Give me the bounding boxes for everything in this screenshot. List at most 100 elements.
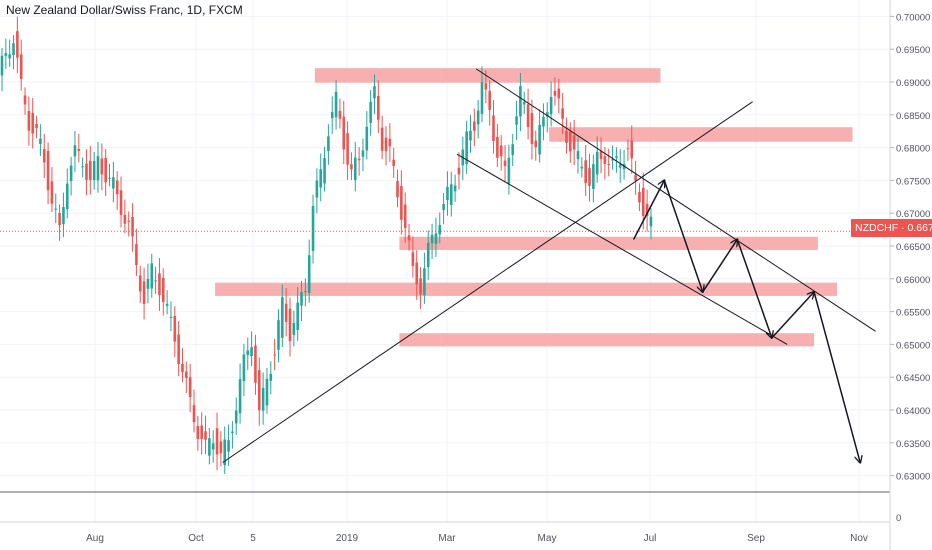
candle xyxy=(557,78,561,114)
candle xyxy=(611,145,614,170)
candle xyxy=(296,286,299,341)
candle-body xyxy=(46,150,50,191)
candle-body xyxy=(588,167,591,186)
candle-body xyxy=(557,88,561,99)
projection-segment xyxy=(632,180,665,240)
candle xyxy=(503,145,507,182)
candle xyxy=(415,250,419,300)
candle xyxy=(16,16,19,74)
candle-body xyxy=(288,308,292,342)
time-tick-label: Jul xyxy=(644,533,657,544)
candle xyxy=(361,138,365,172)
candle xyxy=(649,208,653,240)
candle-body xyxy=(553,90,557,96)
candle xyxy=(327,124,330,165)
candle xyxy=(380,115,384,160)
candle-body xyxy=(373,86,376,99)
candle xyxy=(35,115,38,139)
candle-body xyxy=(89,160,92,180)
candle-body xyxy=(357,158,361,161)
candle xyxy=(273,338,276,371)
candle-body xyxy=(634,174,637,181)
candle xyxy=(392,147,395,179)
candle xyxy=(449,171,453,217)
candle xyxy=(115,171,119,210)
candle xyxy=(549,81,553,127)
current-price-badge: NZDCHF · 0.66725 xyxy=(851,219,932,237)
candle-body xyxy=(603,156,607,164)
candle xyxy=(123,199,127,234)
candle-body xyxy=(334,91,338,118)
candle-body xyxy=(365,126,369,151)
candle-body xyxy=(530,112,534,144)
candle-body xyxy=(549,96,553,115)
candle-body xyxy=(630,140,634,159)
candle xyxy=(580,157,584,178)
candle-body xyxy=(538,124,541,155)
candle-body xyxy=(519,86,522,117)
candle xyxy=(300,280,303,321)
candle-body xyxy=(142,281,146,304)
candle-body xyxy=(584,160,587,184)
candle xyxy=(519,72,522,132)
price-tick-label: 0.69500 xyxy=(896,45,930,56)
candle-body xyxy=(618,164,622,168)
candle-body xyxy=(238,379,242,414)
candle-body xyxy=(638,192,641,203)
candle xyxy=(561,92,564,135)
candle-body xyxy=(27,111,31,131)
candle-body xyxy=(377,96,380,120)
price-tick-label: 0.68500 xyxy=(896,111,930,122)
candle-body xyxy=(526,104,530,127)
candle-body xyxy=(154,280,157,282)
candle-body xyxy=(423,268,426,296)
candle-body xyxy=(135,244,138,266)
candle-body xyxy=(31,112,35,134)
candle xyxy=(584,144,587,197)
candle xyxy=(42,134,46,178)
candle-body xyxy=(215,428,219,455)
zones xyxy=(215,68,853,347)
candle xyxy=(319,153,323,202)
candle-body xyxy=(257,370,261,411)
candle-body xyxy=(415,262,419,285)
candle-body xyxy=(211,443,215,450)
candle xyxy=(496,123,499,168)
candle xyxy=(89,145,92,195)
candle-body xyxy=(476,110,480,125)
candle-body xyxy=(62,207,65,225)
candle-body xyxy=(304,290,307,292)
candle-body xyxy=(480,82,484,114)
candle xyxy=(446,171,449,216)
candle xyxy=(112,161,115,203)
candle xyxy=(576,137,580,174)
time-tick-label: Nov xyxy=(850,533,868,544)
candle xyxy=(569,122,572,163)
candle xyxy=(369,89,372,136)
candle-body xyxy=(131,216,134,237)
price-axis-labels: 0.70000 0.69500 0.69000 0.68500 0.68000 0.675… xyxy=(890,12,930,483)
candle xyxy=(403,192,407,243)
candle xyxy=(511,134,515,167)
candle-body xyxy=(50,181,54,204)
candle xyxy=(457,152,461,190)
candle-body xyxy=(319,169,323,188)
grid xyxy=(0,0,890,522)
price-tick-label: 0.63500 xyxy=(896,439,930,450)
candles xyxy=(0,16,653,474)
candle xyxy=(492,99,495,154)
candle-body xyxy=(281,297,284,338)
candle-body xyxy=(484,83,488,90)
candle xyxy=(592,154,595,203)
candle xyxy=(58,204,61,241)
candle-body xyxy=(384,137,388,152)
candle-body xyxy=(208,438,211,456)
lower-pane-tick-label: 0 xyxy=(896,513,901,524)
sr-zone xyxy=(399,236,818,250)
candle-body xyxy=(649,216,653,227)
candle xyxy=(396,169,399,208)
candle-body xyxy=(200,425,203,439)
candle xyxy=(73,130,77,172)
candle-body xyxy=(4,53,8,56)
